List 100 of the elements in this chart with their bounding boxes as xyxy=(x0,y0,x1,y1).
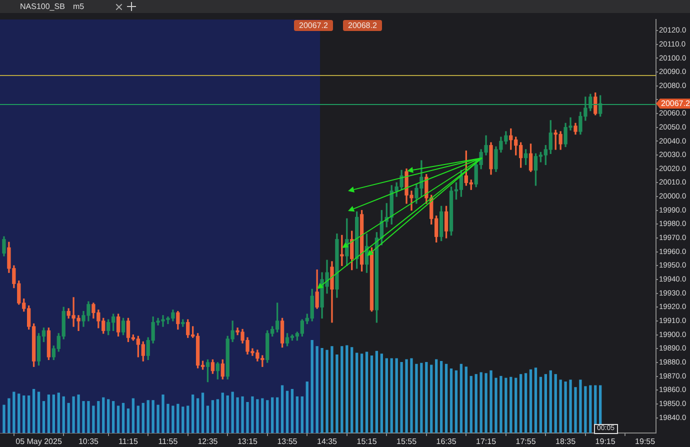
bar xyxy=(152,400,154,433)
bar xyxy=(216,399,220,433)
bar xyxy=(405,359,408,433)
bar xyxy=(87,401,90,433)
bar xyxy=(559,380,562,433)
bar xyxy=(589,385,592,433)
bar xyxy=(97,401,100,433)
bar xyxy=(579,380,582,433)
bar xyxy=(454,370,458,433)
x-tick-label: 10:35 xyxy=(78,437,100,446)
bar xyxy=(330,346,334,433)
bar xyxy=(221,392,224,433)
bar xyxy=(136,406,140,433)
bar xyxy=(122,402,125,433)
bar xyxy=(346,345,348,433)
bar xyxy=(261,398,264,433)
bar xyxy=(67,402,70,433)
bar xyxy=(390,358,393,433)
x-tick-label: 14:35 xyxy=(316,437,338,446)
bar xyxy=(12,392,16,433)
bar xyxy=(365,352,368,433)
chart-title: NAS100_SB xyxy=(20,1,65,13)
bar xyxy=(201,392,204,433)
bar xyxy=(464,366,468,433)
bar xyxy=(236,397,239,433)
bar xyxy=(182,406,184,433)
bar xyxy=(380,354,384,433)
bar xyxy=(400,362,403,433)
bar xyxy=(231,392,234,433)
bar xyxy=(266,400,269,433)
bar xyxy=(524,373,528,433)
bar xyxy=(8,398,10,433)
bar xyxy=(430,364,433,433)
bar xyxy=(360,354,364,433)
bar xyxy=(544,374,548,433)
bar xyxy=(500,376,502,433)
x-tick-label: 11:15 xyxy=(118,437,138,446)
bar xyxy=(350,347,354,433)
bar xyxy=(27,395,30,433)
bar xyxy=(276,397,279,433)
bar xyxy=(286,390,289,433)
bar xyxy=(72,396,75,433)
bar xyxy=(564,382,567,433)
bar xyxy=(494,378,498,433)
bar xyxy=(460,364,463,433)
x-tick-label: 15:15 xyxy=(356,437,378,446)
bar xyxy=(92,406,95,433)
bar xyxy=(241,396,244,433)
bar xyxy=(251,396,254,433)
bar xyxy=(310,340,314,433)
bar xyxy=(107,399,110,433)
bar xyxy=(82,401,85,433)
bar xyxy=(340,346,344,433)
bar xyxy=(256,399,259,433)
bar xyxy=(306,382,308,433)
x-tick-label: 13:15 xyxy=(237,437,258,446)
bar xyxy=(290,388,294,433)
bar xyxy=(519,374,522,433)
bar xyxy=(316,346,318,433)
bar xyxy=(18,394,20,433)
bar xyxy=(156,404,160,433)
bar xyxy=(206,406,210,433)
bar xyxy=(510,376,512,433)
x-tick-label: 12:35 xyxy=(198,437,218,446)
x-tick-label: 05 May 2025 xyxy=(16,437,62,446)
bar xyxy=(226,395,229,433)
bar xyxy=(375,350,378,433)
annotation: 20067.2 xyxy=(294,20,333,31)
bar xyxy=(280,385,284,433)
bar xyxy=(146,400,150,433)
bar xyxy=(410,358,413,433)
bar xyxy=(142,402,144,433)
bar xyxy=(490,370,492,433)
bar xyxy=(554,374,557,433)
bar xyxy=(102,397,105,433)
x-tick-label: 13:55 xyxy=(277,437,298,446)
bar xyxy=(2,404,6,433)
ref-line-label: 20067.2 xyxy=(661,98,690,108)
x-tick-label: 19:15 xyxy=(595,437,616,446)
bar xyxy=(484,373,488,433)
bar xyxy=(355,352,358,433)
x-tick-label: 18:35 xyxy=(556,437,576,446)
bar xyxy=(549,370,552,433)
bar xyxy=(172,406,174,433)
x-tick-label: 19:55 xyxy=(635,437,656,446)
bar xyxy=(385,358,388,433)
bar xyxy=(162,394,164,433)
bar xyxy=(52,394,56,433)
bar xyxy=(480,372,482,433)
bar xyxy=(126,408,130,433)
bar xyxy=(326,350,328,433)
x-tick-label: 17:15 xyxy=(476,437,497,446)
bar xyxy=(22,395,26,433)
bar xyxy=(196,398,200,433)
bar xyxy=(37,392,40,433)
bar xyxy=(584,386,587,433)
x-tick-label: 17:55 xyxy=(516,437,536,446)
text: m5 xyxy=(73,1,84,13)
bar xyxy=(529,369,532,433)
bar xyxy=(246,402,249,433)
